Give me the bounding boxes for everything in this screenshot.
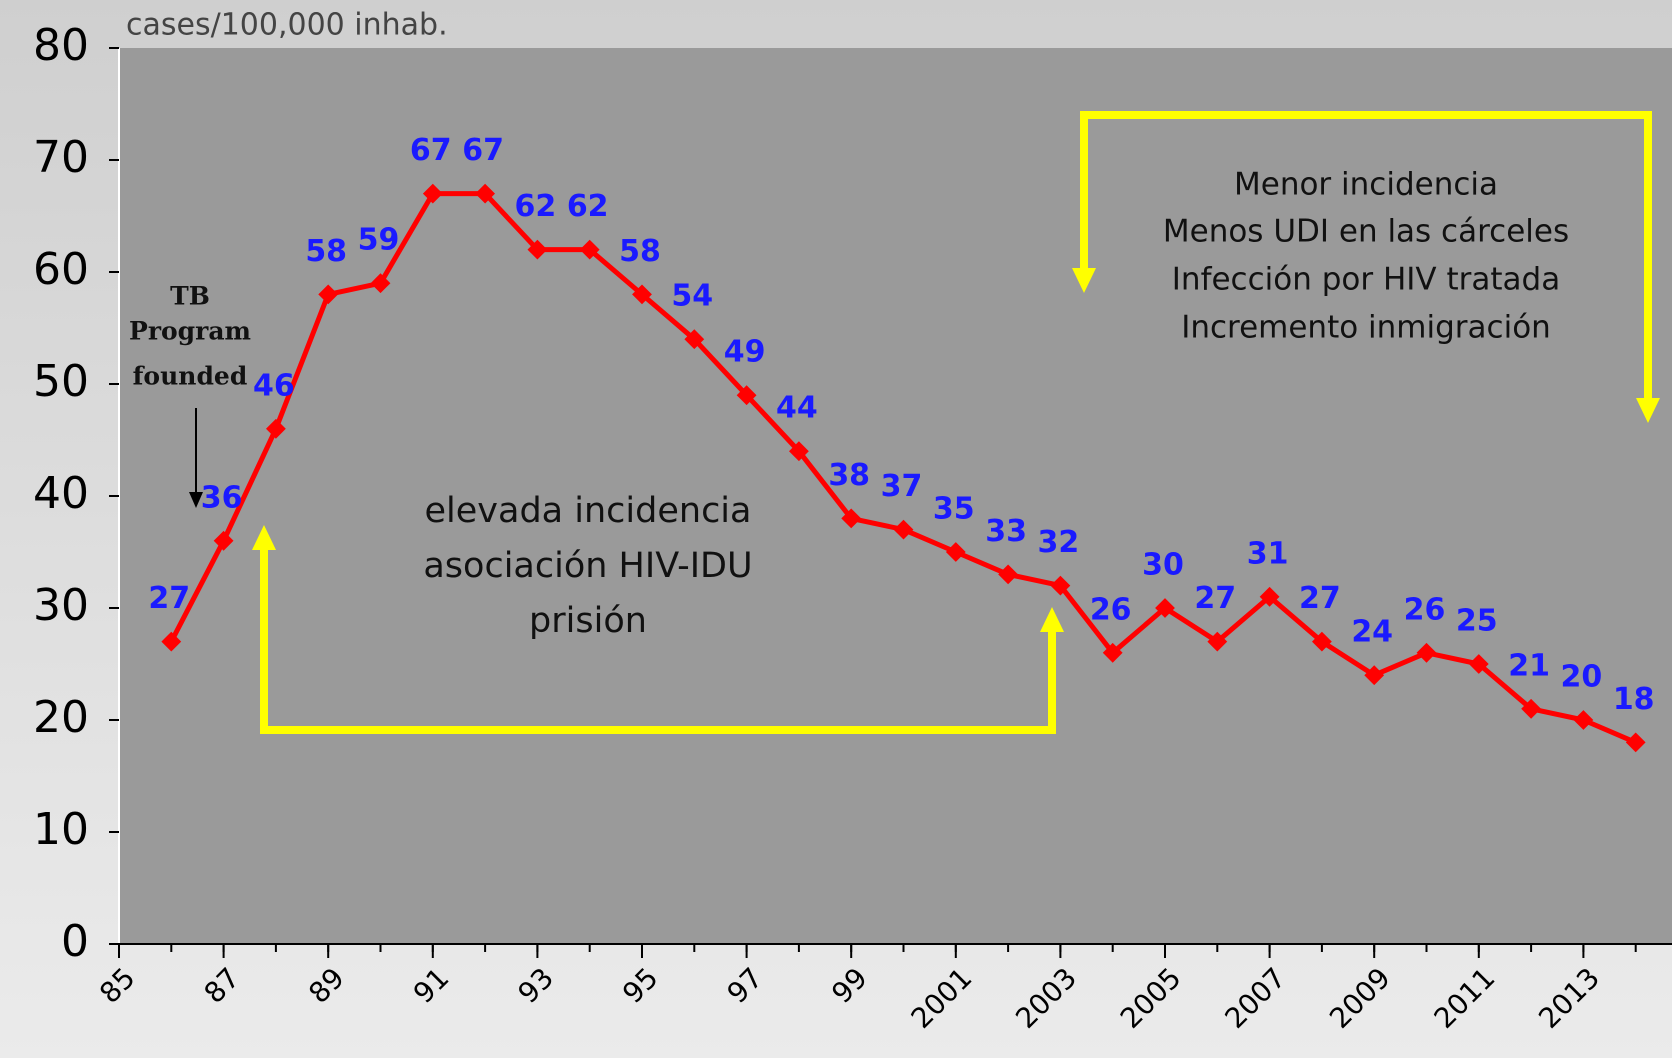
data-point — [684, 329, 705, 350]
data-label: 24 — [1351, 615, 1393, 650]
data-label: 67 — [410, 133, 452, 168]
data-point — [318, 284, 339, 305]
data-point — [1155, 598, 1175, 618]
bracket-left — [260, 548, 1056, 734]
annotation: asociación HIV-IDU — [423, 546, 752, 586]
data-point — [841, 508, 862, 529]
annotation: Incremento inmigración — [1181, 310, 1551, 346]
arrow-head — [189, 492, 203, 508]
data-label: 49 — [724, 335, 766, 370]
data-label: 27 — [1299, 581, 1341, 616]
y-tick-label: 50 — [33, 356, 89, 407]
arrow-head — [1636, 398, 1660, 423]
arrow-head — [252, 525, 276, 550]
annotation: Menos UDI en las cárceles — [1163, 214, 1569, 250]
y-tick-label: 70 — [33, 132, 89, 183]
data-point — [632, 284, 652, 305]
data-label: 32 — [1038, 525, 1080, 560]
data-label: 27 — [1194, 581, 1236, 616]
data-point — [1312, 631, 1332, 652]
annotation: TB — [170, 282, 210, 311]
data-label: 35 — [933, 492, 975, 527]
data-point — [475, 183, 495, 204]
data-point — [1207, 631, 1228, 652]
data-point — [1416, 642, 1437, 663]
data-label: 59 — [358, 223, 400, 258]
data-label: 36 — [201, 480, 243, 515]
chart-title: cases/100,000 inhab. — [126, 8, 448, 43]
data-point — [789, 441, 809, 462]
y-tick-label: 40 — [33, 468, 89, 519]
data-label: 25 — [1456, 604, 1498, 639]
data-point — [1102, 642, 1123, 663]
data-label: 20 — [1561, 660, 1603, 695]
data-label: 27 — [148, 581, 190, 616]
data-label: 21 — [1508, 648, 1550, 683]
arrow-head — [1072, 268, 1096, 293]
data-point — [1259, 586, 1280, 607]
data-label: 54 — [671, 279, 713, 314]
data-label: 33 — [985, 514, 1027, 549]
y-tick-label: 10 — [33, 804, 89, 855]
annotation: Program — [129, 317, 251, 346]
data-label: 67 — [462, 133, 504, 168]
data-point — [1468, 654, 1489, 674]
data-label: 62 — [515, 189, 557, 224]
data-label: 26 — [1404, 592, 1446, 627]
data-label: 37 — [881, 469, 923, 504]
data-label: 18 — [1613, 682, 1655, 717]
data-point — [1573, 710, 1594, 730]
data-point — [945, 542, 966, 562]
data-label: 58 — [305, 234, 347, 269]
y-tick-label: 30 — [33, 580, 89, 631]
annotation: Menor incidencia — [1234, 167, 1498, 203]
data-label: 30 — [1142, 548, 1184, 583]
data-point — [370, 273, 391, 294]
y-tick-label: 80 — [33, 20, 89, 71]
data-point — [1364, 665, 1385, 686]
data-point — [1050, 575, 1071, 596]
data-point — [1625, 732, 1646, 753]
arrow-head — [1040, 607, 1064, 632]
bracket-right — [1080, 111, 1652, 400]
data-label: 46 — [253, 368, 295, 403]
data-point — [1521, 698, 1541, 719]
data-label: 26 — [1090, 592, 1132, 627]
y-tick-label: 0 — [61, 916, 89, 967]
y-tick-label: 20 — [33, 692, 89, 743]
data-label: 44 — [776, 391, 818, 426]
data-label: 62 — [567, 189, 609, 224]
data-label: 58 — [619, 234, 661, 269]
y-tick-label: 60 — [33, 244, 89, 295]
annotation: prisión — [529, 601, 647, 641]
annotation: founded — [133, 362, 248, 391]
data-point — [736, 385, 757, 406]
annotation: elevada incidencia — [425, 491, 752, 531]
data-point — [893, 519, 914, 540]
data-point — [998, 564, 1018, 585]
annotation: Infección por HIV tratada — [1172, 262, 1560, 298]
data-label: 38 — [828, 458, 870, 493]
data-label: 31 — [1247, 536, 1289, 571]
plot-area — [119, 48, 1672, 944]
data-point — [266, 418, 286, 439]
data-point — [422, 183, 443, 204]
